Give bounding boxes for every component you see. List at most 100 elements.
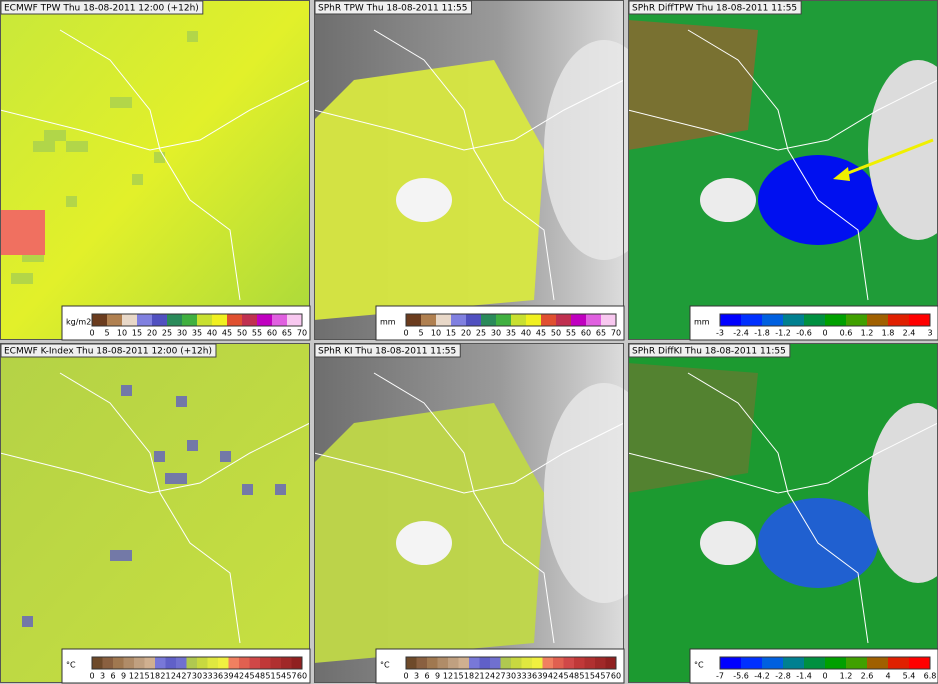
colorbar-outline [405, 313, 617, 327]
colorbar-swatch [783, 314, 805, 326]
colorbar-swatch [762, 657, 784, 669]
data-block [176, 396, 187, 407]
colorbar-swatch [867, 314, 889, 326]
colorbar-swatch [556, 314, 572, 326]
colorbar-label: 5 [104, 329, 109, 338]
colorbar-label: 35 [192, 329, 202, 338]
colorbar-swatch [165, 657, 177, 669]
colorbar-label: -5.6 [733, 672, 749, 681]
colorbar-swatch [218, 657, 229, 669]
panel-title: SPhR TPW Thu 18-08-2011 11:55 [318, 4, 468, 14]
colorbar-label: 0 [822, 329, 827, 338]
colorbar-swatch [521, 657, 533, 669]
colorbar-label: 20 [461, 329, 471, 338]
border-line [59, 29, 241, 301]
colorbar-label: 57 [600, 672, 610, 681]
arrow [842, 138, 934, 177]
colorbar-swatch [909, 314, 931, 326]
colorbar-label: 25 [162, 329, 172, 338]
data-block [110, 97, 132, 108]
colorbar-label: 40 [207, 329, 217, 338]
colorbar-swatch [212, 314, 228, 326]
colorbar-label: 6 [424, 672, 429, 681]
colorbar-swatch [137, 314, 153, 326]
colorbar-label: 0 [403, 672, 408, 681]
map-panel: SPhR TPW Thu 18-08-2011 11:55 mm 0 5 10 15 20 2… [313, 0, 664, 341]
colorbar-swatch [239, 657, 250, 669]
colorbar-swatch [481, 314, 497, 326]
data-block [11, 273, 33, 284]
colorbar-label: -1.4 [796, 672, 812, 681]
colorbar-label: 18 [464, 672, 474, 681]
map-panel: SPhR DiffKI Thu 18-08-2011 11:55 °C -7 -5.6… [627, 343, 938, 684]
colorbar-swatch [270, 657, 282, 669]
colorbar-label: 1.2 [861, 329, 874, 338]
colorbar-swatch [490, 657, 501, 669]
colorbar-label: 12 [443, 672, 453, 681]
colorbar-label: 0 [89, 329, 94, 338]
border-line [687, 372, 869, 644]
map-background [0, 0, 310, 340]
colorbar-swatch [152, 314, 168, 326]
colorbar-label: 24 [485, 672, 495, 681]
title-box [0, 0, 204, 15]
colorbar-swatch [228, 657, 240, 669]
colorbar-label: 45 [536, 329, 546, 338]
colorbar-swatch [287, 314, 303, 326]
cloud [396, 521, 452, 565]
map-panel: SPhR DiffTPW Thu 18-08-2011 11:55 mm -3 -2.… [627, 0, 938, 341]
data-block [66, 141, 88, 152]
colorbar-swatch [416, 657, 428, 669]
colorbar-label: 30 [506, 672, 516, 681]
border-line [0, 422, 311, 494]
border-line [313, 422, 625, 494]
colorbar-unit: kg/m2 [66, 318, 91, 327]
colorbar-label: -1.2 [775, 329, 791, 338]
colorbar-swatch [458, 657, 470, 669]
colorbar-swatch [227, 314, 243, 326]
colorbar-swatch [466, 314, 482, 326]
data-block [154, 152, 165, 163]
colorbar-swatch [451, 314, 467, 326]
colorbar-swatch [102, 657, 114, 669]
colorbar-swatch [825, 657, 847, 669]
colorbar-label: -2.4 [733, 329, 749, 338]
colorbar-swatch [541, 314, 557, 326]
colorbar-swatch [182, 314, 198, 326]
colorbar-outline [91, 656, 303, 670]
colorbar-swatch [448, 657, 459, 669]
colorbar-label: 5.4 [903, 672, 916, 681]
colorbar-swatch [260, 657, 271, 669]
colorbar-label: -7 [716, 672, 724, 681]
colorbar-swatch [605, 657, 617, 669]
colorbar-unit: mm [694, 318, 710, 327]
data-block [44, 130, 66, 141]
panel-title: SPhR DiffTPW Thu 18-08-2011 11:55 [632, 4, 797, 14]
colorbar-swatch [500, 657, 512, 669]
colorbar-label: -3 [716, 329, 724, 338]
colorbar-swatch [272, 314, 288, 326]
colorbar-label: 60 [581, 329, 591, 338]
colorbar-swatch [532, 657, 543, 669]
colorbar-label: 1.2 [840, 672, 853, 681]
colorbar-label: 45 [222, 329, 232, 338]
colorbar-swatch [762, 314, 784, 326]
cloud [868, 403, 938, 583]
colorbar-swatch [804, 314, 826, 326]
colorbar-swatch [741, 314, 763, 326]
colorbar-swatch [542, 657, 554, 669]
data-block [0, 210, 45, 255]
colorbar-label: 48 [255, 672, 265, 681]
colorbar-label: 10 [431, 329, 441, 338]
colorbar-label: 21 [474, 672, 484, 681]
colorbar-label: 1.8 [882, 329, 895, 338]
border-line [373, 29, 555, 301]
colorbar-swatch [249, 657, 261, 669]
colorbar-label: 9 [435, 672, 440, 681]
data-region [628, 363, 758, 493]
cloud [396, 178, 452, 222]
colorbar-label: 42 [548, 672, 558, 681]
colorbar-label: 24 [171, 672, 181, 681]
colorbar-outline [405, 656, 617, 670]
